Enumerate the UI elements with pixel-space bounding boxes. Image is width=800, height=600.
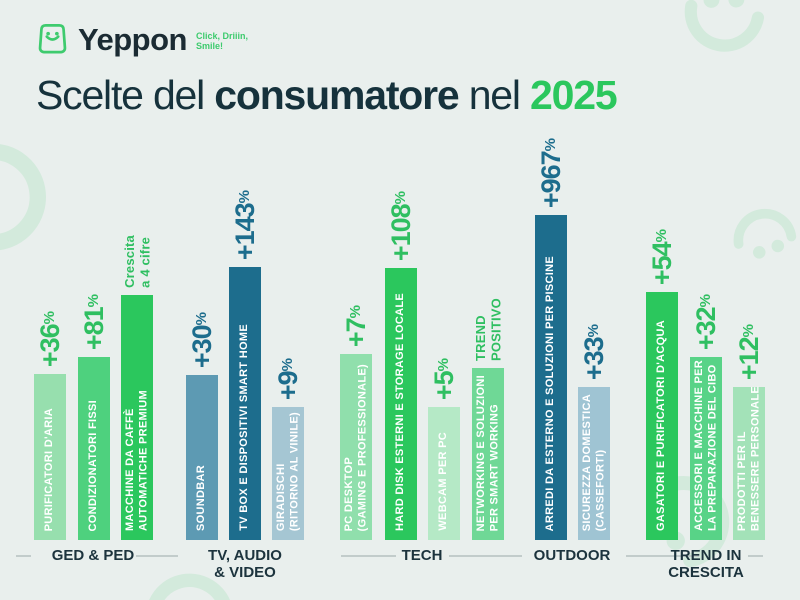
- bar-value-text: +108%: [385, 190, 416, 261]
- brand-logo: Yeppon Click, Driiin, Smile!: [36, 22, 248, 58]
- bar-value-label: +32%: [690, 294, 722, 350]
- bar-value-label: +12%: [733, 324, 765, 380]
- group-label: TREND IN CRESCITA: [668, 547, 744, 581]
- bar-value-label: +81%: [78, 294, 110, 350]
- bar-value-label: +108%: [385, 191, 417, 261]
- bar-value-label: TREND POSITIVO: [472, 298, 504, 361]
- bar: PC DESKTOP (GAMING E PROFESSIONALE): [340, 354, 372, 540]
- bar-category-label: PRODOTTI PER IL BENESSERE PERSONALE: [735, 385, 762, 531]
- bar-value-text: +81%: [78, 293, 109, 350]
- bar-category-label: ARREDI DA ESTERNO E SOLUZIONI PER PISCIN…: [544, 255, 557, 531]
- brand-name: Yeppon: [78, 22, 187, 57]
- bar: SICUREZZA DOMESTICA (CASSEFORTI): [578, 387, 610, 540]
- group-separator-dash: [626, 555, 699, 557]
- bar-value-label: Crescita a 4 cifre: [121, 235, 153, 288]
- bar-category-label: PURIFICATORI D'ARIA: [43, 407, 56, 531]
- bar-category-label: MACCHINE DA CAFFÈ AUTOMATICHE PREMIUM: [123, 390, 150, 531]
- bar: PURIFICATORI D'ARIA: [34, 374, 66, 540]
- bar-value-text: +12%: [733, 323, 764, 380]
- bar-value-label: +7%: [340, 305, 372, 347]
- bar-value-label: +5%: [428, 358, 460, 400]
- bar-value-text: +9%: [272, 357, 303, 400]
- brand-tagline: Click, Driiin, Smile!: [195, 31, 248, 51]
- bar-value-label: +36%: [34, 311, 66, 367]
- bar-value-text: TREND POSITIVO: [472, 297, 504, 361]
- bar-category-label: NETWORKING E SOLUZIONI PER SMART WORKING: [474, 374, 501, 531]
- bar-value-text: +32%: [690, 293, 721, 350]
- bar: TV BOX E DISPOSITIVI SMART HOME: [229, 267, 261, 540]
- bar-category-label: SICUREZZA DOMESTICA (CASSEFORTI): [580, 393, 607, 531]
- bar-category-label: GIRADISCHI (RITORNO AL VINILE): [274, 411, 301, 531]
- group-label: TV, AUDIO & VIDEO: [208, 547, 282, 581]
- bar: SOUNDBAR: [186, 375, 218, 540]
- bar: MACCHINE DA CAFFÈ AUTOMATICHE PREMIUM: [121, 295, 153, 540]
- bar: ARREDI DA ESTERNO E SOLUZIONI PER PISCIN…: [535, 215, 567, 540]
- bar-category-label: CONDIZIONATORI FISSI: [87, 399, 100, 532]
- bar: WEBCAM PER PC: [428, 407, 460, 540]
- bar-value-text: +36%: [34, 310, 65, 367]
- bar-value-label: +967%: [535, 138, 567, 208]
- bar-category-label: TV BOX E DISPOSITIVI SMART HOME: [238, 324, 251, 531]
- bar-value-label: +54%: [646, 229, 678, 285]
- bar-value-label: +9%: [272, 358, 304, 400]
- group-separator-dash: [449, 555, 522, 557]
- group-separator-dash: [748, 555, 763, 557]
- bar-category-label: ACCESSORI E MACCHINE PER LA PREPARAZIONE…: [692, 360, 719, 531]
- bar: GASATORI E PURIFICATORI D'ACQUA: [646, 292, 678, 540]
- bar-value-text: +33%: [578, 323, 609, 380]
- bar-category-label: PC DESKTOP (GAMING E PROFESSIONALE): [342, 363, 369, 531]
- smiley-decoration: [684, 0, 765, 52]
- bar: NETWORKING E SOLUZIONI PER SMART WORKING: [472, 368, 504, 540]
- bar-value-text: +30%: [186, 311, 217, 368]
- page-title: Scelte del consumatore nel 2025: [36, 72, 618, 118]
- group-separator-dash: [16, 555, 31, 557]
- bar: ACCESSORI E MACCHINE PER LA PREPARAZIONE…: [690, 357, 722, 540]
- yeppon-bag-icon: [38, 24, 67, 54]
- bar-value-text: +54%: [646, 228, 677, 285]
- group-separator-dash: [341, 555, 396, 557]
- group-label: GED & PED: [51, 547, 135, 564]
- group-separator-dash: [136, 555, 178, 557]
- bar: PRODOTTI PER IL BENESSERE PERSONALE: [733, 385, 765, 540]
- smiley-decoration: [0, 143, 46, 251]
- bar: HARD DISK ESTERNI E STORAGE LOCALE: [385, 268, 417, 540]
- smiley-decoration: [145, 573, 232, 600]
- bar: CONDIZIONATORI FISSI: [78, 357, 110, 540]
- bar-value-text: +5%: [428, 357, 459, 400]
- group-label: OUTDOOR: [533, 547, 611, 564]
- bar-value-label: +30%: [186, 312, 218, 368]
- bar-value-text: +967%: [535, 137, 566, 208]
- group-label: TECH: [401, 547, 443, 564]
- smiley-decoration: [733, 208, 797, 259]
- bar-value-text: +143%: [229, 189, 260, 260]
- bar-value-text: Crescita a 4 cifre: [121, 235, 153, 288]
- bar-category-label: SOUNDBAR: [195, 465, 208, 531]
- bar-value-label: +143%: [229, 190, 261, 260]
- bar: GIRADISCHI (RITORNO AL VINILE): [272, 407, 304, 540]
- bar-value-label: +33%: [578, 324, 610, 380]
- bar-value-text: +7%: [340, 304, 371, 347]
- bar-category-label: WEBCAM PER PC: [437, 432, 450, 531]
- bar-category-label: GASATORI E PURIFICATORI D'ACQUA: [655, 320, 668, 531]
- bar-category-label: HARD DISK ESTERNI E STORAGE LOCALE: [394, 293, 407, 531]
